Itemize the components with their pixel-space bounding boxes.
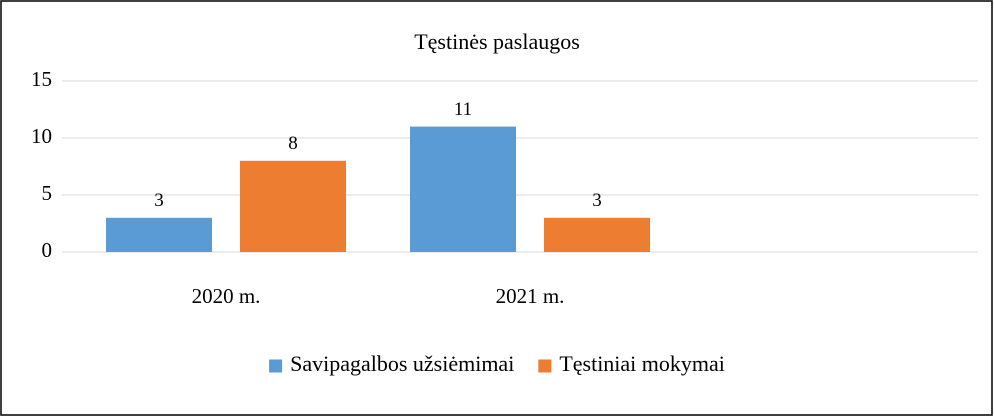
bar [544,217,650,252]
legend-label: Tęstiniai mokymai [559,351,725,376]
chart-title: Tęstinės paslaugos [414,29,580,54]
y-tick-label: 0 [42,238,53,262]
bar [106,217,212,252]
bar [410,126,516,252]
x-tick-label: 2020 m. [192,284,261,308]
bar [240,160,346,252]
x-tick-label: 2021 m. [496,284,565,308]
data-label: 11 [454,99,472,120]
data-label: 3 [154,190,164,211]
y-tick-label: 10 [31,124,52,148]
data-label: 3 [592,190,602,211]
data-label: 8 [288,133,298,154]
y-tick-label: 15 [31,67,52,91]
legend-label: Savipagalbos užsiėmimai [290,351,514,376]
y-tick-label: 5 [42,181,53,205]
legend-swatch [538,359,552,373]
legend-swatch [269,359,283,373]
